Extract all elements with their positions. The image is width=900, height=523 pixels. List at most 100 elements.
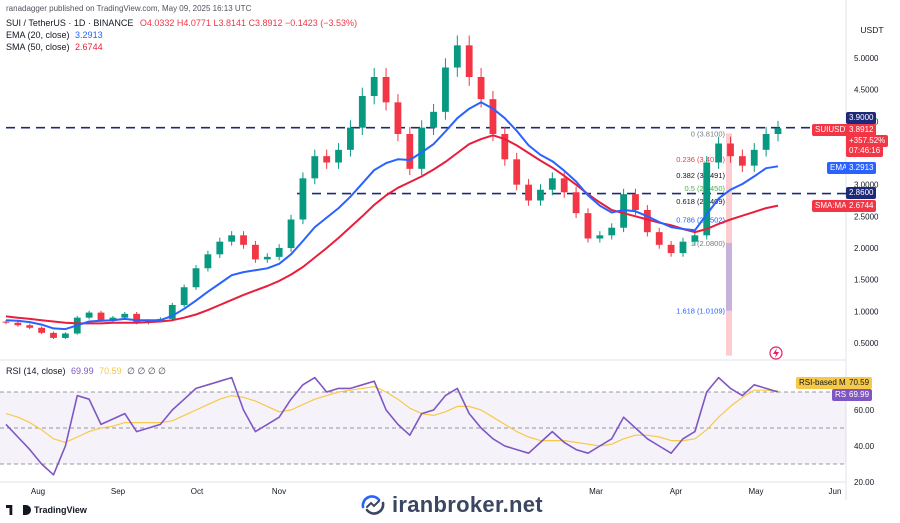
candle[interactable] bbox=[394, 102, 402, 134]
candle[interactable] bbox=[691, 235, 699, 242]
candle[interactable] bbox=[240, 235, 247, 245]
sma-legend[interactable]: SMA (50, close) 2.6744 bbox=[6, 41, 103, 53]
rsi-ma-line[interactable] bbox=[5, 386, 779, 447]
candle[interactable] bbox=[133, 313, 141, 323]
candle[interactable] bbox=[489, 99, 497, 134]
candle[interactable] bbox=[275, 247, 283, 257]
candle[interactable] bbox=[311, 156, 319, 179]
candle[interactable] bbox=[715, 143, 723, 163]
rsi-legend[interactable]: RSI (14, close) 69.99 70.59 ∅ ∅ ∅ ∅ bbox=[6, 366, 166, 377]
candle[interactable] bbox=[168, 304, 176, 319]
candle[interactable] bbox=[572, 192, 580, 214]
candle[interactable] bbox=[252, 244, 259, 260]
candle[interactable] bbox=[263, 256, 271, 260]
rsi-legend-value: 69.99 bbox=[71, 366, 94, 376]
candle[interactable] bbox=[548, 178, 556, 190]
fib-range-band bbox=[726, 133, 732, 356]
candle[interactable] bbox=[358, 95, 366, 128]
rsi-value-tag: 69.99 bbox=[846, 389, 873, 401]
resistance-tag: 3.9000 bbox=[846, 112, 877, 124]
tv-logo-icon bbox=[6, 505, 13, 515]
candle[interactable] bbox=[335, 149, 342, 163]
price-tick-label: 1.5000 bbox=[854, 276, 879, 285]
candle[interactable] bbox=[287, 219, 295, 248]
candle[interactable] bbox=[537, 189, 544, 201]
price-tick-label: 5.0000 bbox=[854, 54, 879, 63]
candle[interactable] bbox=[2, 321, 10, 323]
candle[interactable] bbox=[430, 111, 437, 128]
candle[interactable] bbox=[121, 313, 129, 318]
candle[interactable] bbox=[370, 76, 378, 96]
candle[interactable] bbox=[299, 178, 307, 220]
candle[interactable] bbox=[204, 254, 212, 269]
candle[interactable] bbox=[667, 244, 675, 254]
candle[interactable] bbox=[442, 67, 449, 112]
candle[interactable] bbox=[50, 332, 57, 338]
candle[interactable] bbox=[61, 333, 69, 338]
candle[interactable] bbox=[109, 317, 117, 321]
candle[interactable] bbox=[750, 149, 758, 166]
candle[interactable] bbox=[38, 327, 46, 333]
fib-label-0.786: 0.786 (2.4502) bbox=[676, 215, 725, 224]
symbol-row: SUI / TetherUS · 1D · BINANCE O4.0332 H4… bbox=[6, 17, 357, 29]
rsi-line[interactable] bbox=[5, 376, 779, 476]
rsi-legend-label: RSI (14, close) bbox=[6, 366, 66, 376]
candle[interactable] bbox=[584, 213, 592, 239]
time-tick-label: Oct bbox=[191, 487, 204, 496]
candle[interactable] bbox=[228, 235, 236, 242]
candle[interactable] bbox=[643, 209, 651, 233]
candle[interactable] bbox=[560, 178, 568, 193]
candle[interactable] bbox=[596, 235, 604, 239]
candle[interactable] bbox=[97, 312, 105, 321]
candle[interactable] bbox=[216, 241, 224, 255]
price-tick-label: 2.5000 bbox=[854, 212, 879, 221]
sma-name-tag: SMA:MA bbox=[812, 200, 850, 212]
ema-legend-label: EMA (20, close) bbox=[6, 30, 70, 40]
candle[interactable] bbox=[525, 184, 532, 201]
candle[interactable] bbox=[180, 287, 188, 305]
candle[interactable] bbox=[418, 127, 426, 169]
tradingview-logo[interactable]: TradingView bbox=[6, 505, 87, 515]
candle[interactable] bbox=[501, 133, 509, 160]
candle[interactable] bbox=[14, 322, 22, 326]
time-tick-label: Nov bbox=[272, 487, 286, 496]
fib-label-1.618: 1.618 (1.0109) bbox=[676, 307, 725, 316]
candle[interactable] bbox=[703, 162, 711, 236]
event-lightning-icon[interactable] bbox=[769, 346, 783, 360]
candle[interactable] bbox=[608, 227, 616, 236]
sma-line[interactable] bbox=[5, 134, 779, 325]
ema-line[interactable] bbox=[5, 101, 779, 331]
time-tick-label: Jun bbox=[829, 487, 842, 496]
candle[interactable] bbox=[453, 45, 461, 68]
candle[interactable] bbox=[26, 325, 34, 328]
candle[interactable] bbox=[632, 194, 639, 210]
price-tick-label: 2.0000 bbox=[854, 244, 879, 253]
symbol-title[interactable]: SUI / TetherUS · 1D · BINANCE bbox=[6, 18, 134, 28]
candle[interactable] bbox=[347, 127, 354, 150]
fib-label-0.236: 0.236 (3.4017) bbox=[676, 155, 725, 164]
last-price-tag: 3.8912 bbox=[846, 124, 877, 136]
ohlc-values: O4.0332 H4.0771 L3.8141 C3.8912 −0.1423 … bbox=[139, 18, 358, 28]
candle[interactable] bbox=[655, 232, 663, 245]
ema-value-tag: 3.2913 bbox=[846, 162, 877, 174]
candle[interactable] bbox=[679, 241, 687, 254]
candle[interactable] bbox=[382, 76, 390, 103]
sma-value-tag: 2.6744 bbox=[846, 200, 877, 212]
candle[interactable] bbox=[85, 312, 93, 318]
candle[interactable] bbox=[762, 133, 770, 150]
rsi-ma-value-tag: 70.59 bbox=[846, 377, 873, 389]
candle[interactable] bbox=[738, 156, 746, 166]
candle[interactable] bbox=[192, 268, 200, 288]
candle[interactable] bbox=[727, 143, 734, 157]
candle[interactable] bbox=[477, 76, 485, 100]
candle[interactable] bbox=[774, 128, 782, 134]
fib-label-0: 0 (3.8100) bbox=[691, 129, 726, 138]
candle[interactable] bbox=[513, 159, 521, 185]
candle[interactable] bbox=[323, 156, 331, 163]
tradingview-brand: TradingView bbox=[34, 505, 87, 515]
price-tick-label: 3.0000 bbox=[854, 181, 879, 190]
candle[interactable] bbox=[465, 45, 473, 77]
ema-legend[interactable]: EMA (20, close) 3.2913 bbox=[6, 29, 103, 41]
candle[interactable] bbox=[406, 133, 414, 169]
